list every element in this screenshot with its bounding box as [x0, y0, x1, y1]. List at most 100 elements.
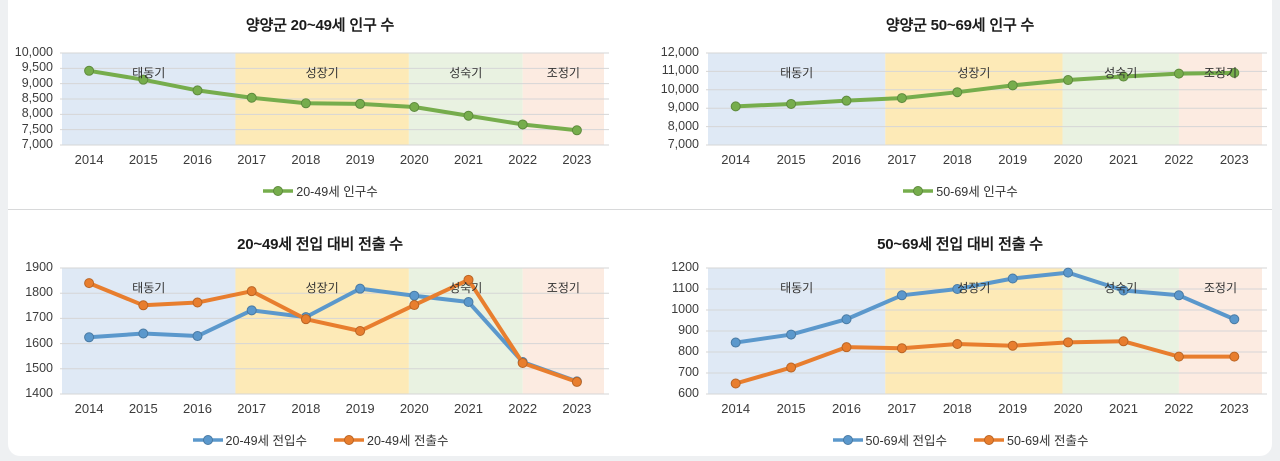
chart-panel-migration-20-49: 20~49세 전입 대비 전출 수 1900 1800 1700 1600 1500 14…: [0, 209, 640, 461]
x-tick-label: 2021: [1109, 152, 1138, 167]
x-tick-label: 2014: [74, 401, 104, 416]
y-tick-label: 600: [678, 386, 699, 400]
data-point: [192, 297, 203, 308]
data-point: [300, 314, 311, 325]
data-point: [84, 65, 95, 76]
data-point: [1007, 340, 1018, 351]
y-tick-label: 8,500: [21, 91, 53, 105]
legend-label: 20-49세 전입수: [225, 434, 307, 448]
x-tick-label: 2022: [508, 401, 538, 416]
legend-marker-icon: [192, 434, 223, 445]
legend-item: 20-49세 전출수: [333, 430, 448, 449]
y-tick-label: 11,000: [661, 63, 699, 78]
data-point: [1007, 80, 1018, 91]
phase-label: 조정기: [1203, 281, 1237, 295]
legend-marker-icon: [263, 185, 294, 196]
y-tick-label: 9,000: [21, 75, 53, 90]
x-tick-label: 2014: [721, 401, 751, 416]
data-point: [192, 331, 203, 342]
x-tick-label: 2017: [887, 401, 917, 416]
x-tick-label: 2016: [183, 401, 212, 416]
phase-label: 성숙기: [449, 66, 483, 80]
data-point: [1063, 337, 1074, 348]
data-point: [1063, 75, 1074, 86]
data-point: [517, 119, 528, 130]
chart-title: 양양군 50~69세 인구 수: [885, 17, 1035, 34]
x-tick-label: 2016: [832, 152, 861, 167]
phase-label: 태동기: [132, 66, 166, 80]
data-point: [841, 95, 852, 106]
x-tick-label: 2017: [237, 152, 267, 167]
y-tick-label: 10,000: [14, 45, 53, 59]
data-point: [571, 376, 582, 387]
legend: 20-49세 전입수 20-49세 전출수: [0, 430, 640, 449]
y-tick-label: 12,000: [660, 45, 699, 59]
series-line: [87, 277, 579, 384]
x-tick-label: 2017: [887, 152, 917, 167]
phase-label: 조정기: [546, 66, 580, 80]
data-point: [84, 278, 95, 289]
data-point: [841, 342, 852, 353]
data-point: [192, 85, 203, 96]
y-tick-label: 1000: [671, 302, 699, 316]
chart-title: 20~49세 전입 대비 전출 수: [237, 236, 403, 253]
phase-label: 성숙기: [449, 281, 483, 295]
data-point: [896, 93, 907, 104]
x-tick-label: 2021: [1109, 401, 1138, 416]
data-point: [300, 98, 311, 109]
data-point: [246, 92, 257, 103]
data-point: [463, 110, 474, 121]
data-point: [409, 290, 420, 301]
data-point: [571, 125, 582, 136]
plot-canvas: [706, 267, 1267, 395]
y-tick-label: 700: [678, 365, 699, 379]
phase-label: 성숙기: [1104, 66, 1138, 80]
x-tick-label: 2021: [454, 152, 483, 167]
legend-label: 50-69세 전출수: [1007, 434, 1089, 448]
x-tick-label: 2022: [1164, 401, 1194, 416]
y-tick-label: 7,000: [21, 137, 53, 151]
data-point: [841, 314, 852, 325]
phase-band: [522, 268, 604, 394]
y-tick-label: 800: [678, 344, 699, 358]
phase-label: 성장기: [957, 66, 991, 80]
phase-band: [885, 53, 1063, 145]
data-point: [138, 300, 149, 311]
data-point: [409, 300, 420, 311]
data-point: [1118, 285, 1129, 296]
x-tick-label: 2023: [1219, 401, 1249, 416]
data-point: [84, 332, 95, 343]
x-tick-label: 2019: [998, 401, 1028, 416]
legend: 20-49세 인구수: [0, 181, 640, 200]
y-tick-label: 7,000: [667, 137, 699, 151]
x-tick-label: 2017: [237, 401, 267, 416]
phase-band: [235, 268, 409, 394]
chart-title: 양양군 20~49세 인구 수: [245, 17, 395, 34]
series-line: [87, 286, 579, 384]
row-divider: [8, 209, 1272, 210]
data-point: [1173, 351, 1184, 362]
x-tick-label: 2015: [128, 401, 158, 416]
y-tick-label: 7,500: [21, 121, 53, 136]
phase-label: 태동기: [780, 66, 814, 80]
y-tick-label: 10,000: [660, 81, 699, 96]
plot-canvas: [706, 52, 1267, 146]
legend-marker-icon: [334, 434, 364, 445]
data-point: [952, 87, 963, 98]
y-tick-label: 1700: [25, 310, 53, 325]
data-point: [1063, 267, 1074, 278]
chart-title: 50~69세 전입 대비 전출 수: [877, 236, 1043, 253]
x-tick-label: 2014: [721, 152, 751, 167]
x-tick-label: 2015: [776, 401, 806, 416]
x-tick-label: 2015: [128, 152, 158, 167]
data-point: [246, 286, 257, 297]
data-point: [517, 358, 528, 369]
y-tick-label: 1100: [672, 281, 699, 295]
chart-panel-pop-50-69: 양양군 50~69세 인구 수 12,000 11,000 10,000 9,000 8…: [640, 0, 1280, 209]
data-point: [463, 274, 474, 285]
x-tick-label: 2014: [74, 152, 104, 167]
x-tick-label: 2020: [399, 152, 429, 167]
data-point: [786, 329, 797, 340]
chart-panel-pop-20-49: 양양군 20~49세 인구 수 10,000 9,500 9,000 8,500 8,0…: [0, 0, 640, 209]
